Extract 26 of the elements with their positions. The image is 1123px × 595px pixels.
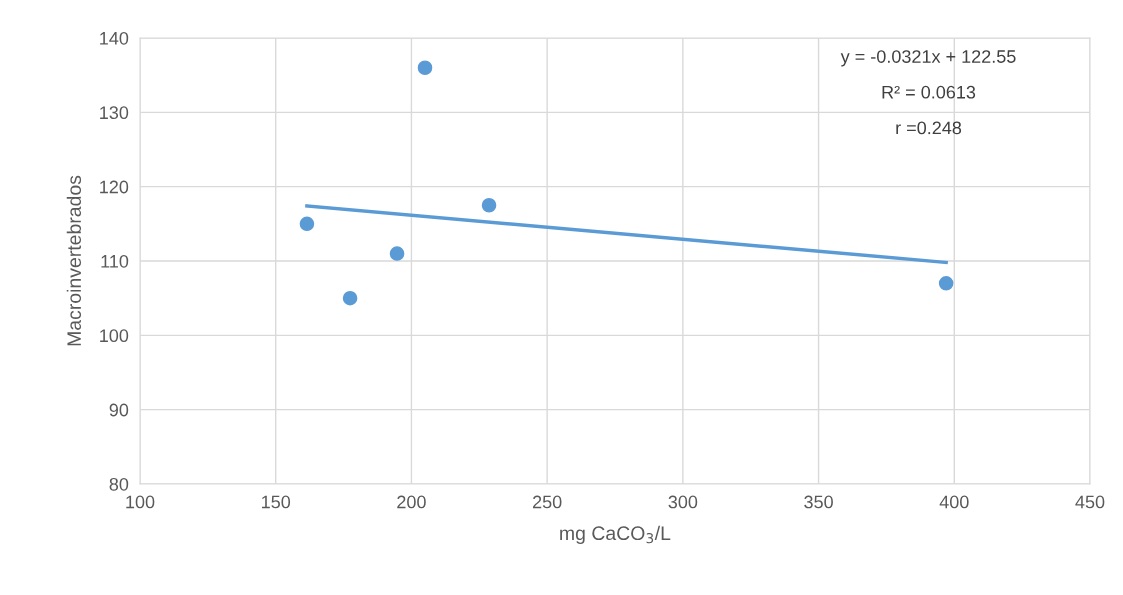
y-tick-label: 140 [100,31,129,45]
point [938,276,954,291]
annotation: y = -0.0321x + 122.55 [840,50,1016,67]
annotation: r =0.248 [896,121,962,135]
x-tick-label: 200 [397,495,426,509]
point [299,216,315,232]
x-tick-label: 400 [939,495,969,509]
x-tick-label: 150 [262,495,291,509]
annotation: R² = 0.0613 [882,85,976,99]
y-tick-label: 120 [100,180,129,194]
point [389,246,405,261]
y-axis-title: Macroinvertebrados [66,175,82,346]
y-tick-label: 100 [100,329,129,343]
y-tick-label: 80 [109,477,129,491]
x-tick-label: 250 [532,495,562,509]
x-tick-label: 450 [1075,495,1105,509]
x-tick-label: 300 [668,495,698,509]
y-tick-label: 110 [101,254,129,268]
point [342,290,358,306]
point [481,197,497,213]
x-axis-title: mg CaCO$_{3}$/L [560,525,671,544]
x-tick-label: 350 [804,495,833,509]
point [417,60,433,76]
x-tick-label: 100 [126,495,155,509]
y-tick-label: 90 [109,403,129,417]
y-tick-label: 130 [100,106,129,120]
